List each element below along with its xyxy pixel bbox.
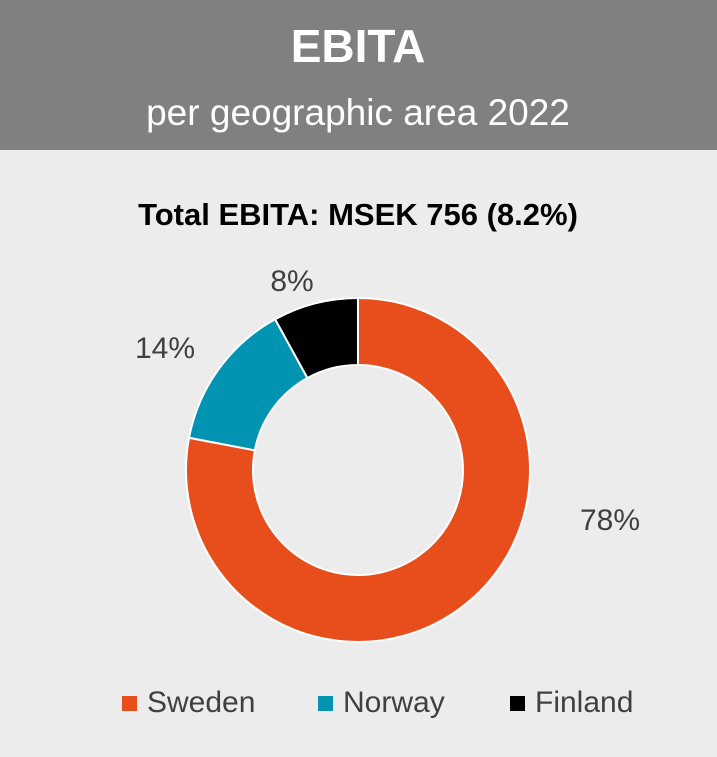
legend-swatch (122, 696, 137, 711)
legend-label: Finland (535, 686, 633, 719)
data-label: 78% (580, 504, 640, 537)
chart-subtitle: per geographic area 2022 (146, 92, 570, 133)
data-label: 8% (270, 265, 313, 298)
chart-heading: Total EBITA: MSEK 756 (8.2%) (138, 197, 578, 232)
data-label: 14% (135, 332, 195, 365)
legend-swatch (510, 696, 525, 711)
legend-label: Sweden (147, 686, 255, 719)
header-band (0, 0, 717, 150)
legend-swatch (318, 696, 333, 711)
slice (273, 296, 359, 380)
legend-label: Norway (343, 686, 445, 719)
chart-title: EBITA (291, 20, 426, 72)
slice (185, 296, 531, 643)
